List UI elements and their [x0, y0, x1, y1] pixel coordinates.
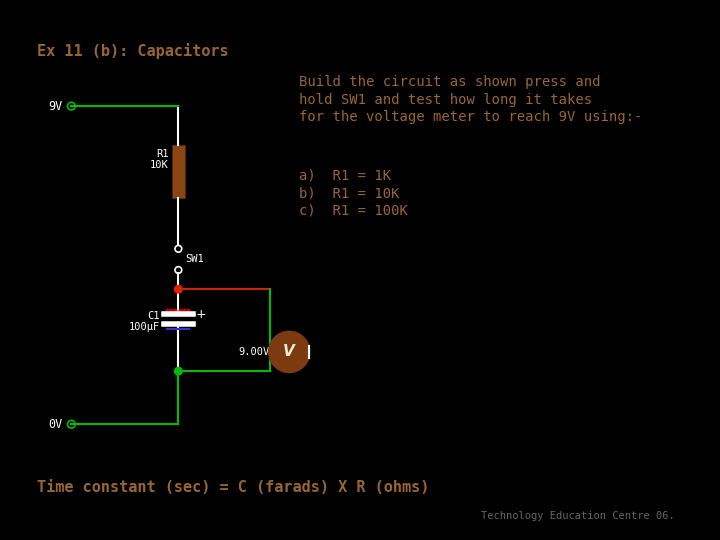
Text: SW1: SW1 [185, 254, 204, 265]
Text: R1: R1 [156, 150, 168, 159]
Text: 9V: 9V [48, 99, 63, 113]
Circle shape [174, 367, 182, 375]
Text: 0V: 0V [48, 418, 63, 431]
Text: for the voltage meter to reach 9V using:-: for the voltage meter to reach 9V using:… [299, 110, 642, 124]
Text: hold SW1 and test how long it takes: hold SW1 and test how long it takes [299, 93, 592, 106]
Text: 100μF: 100μF [129, 322, 160, 332]
Text: c)  R1 = 100K: c) R1 = 100K [299, 204, 408, 218]
Circle shape [174, 286, 182, 293]
Text: V: V [284, 345, 295, 360]
Text: Time constant (sec) = C (farads) X R (ohms): Time constant (sec) = C (farads) X R (oh… [37, 480, 429, 495]
Text: C1: C1 [148, 312, 160, 321]
Text: Technology Education Centre 06.: Technology Education Centre 06. [481, 511, 675, 521]
Text: Build the circuit as shown press and: Build the circuit as shown press and [299, 75, 600, 89]
Text: Ex 11 (b): Capacitors: Ex 11 (b): Capacitors [37, 43, 228, 59]
Text: a)  R1 = 1K: a) R1 = 1K [299, 169, 391, 183]
Text: +: + [196, 308, 207, 321]
Bar [171, 145, 185, 198]
Text: 10K: 10K [150, 160, 168, 170]
Text: 9.00V: 9.00V [238, 347, 269, 357]
Circle shape [269, 332, 310, 372]
Text: b)  R1 = 10K: b) R1 = 10K [299, 186, 400, 200]
